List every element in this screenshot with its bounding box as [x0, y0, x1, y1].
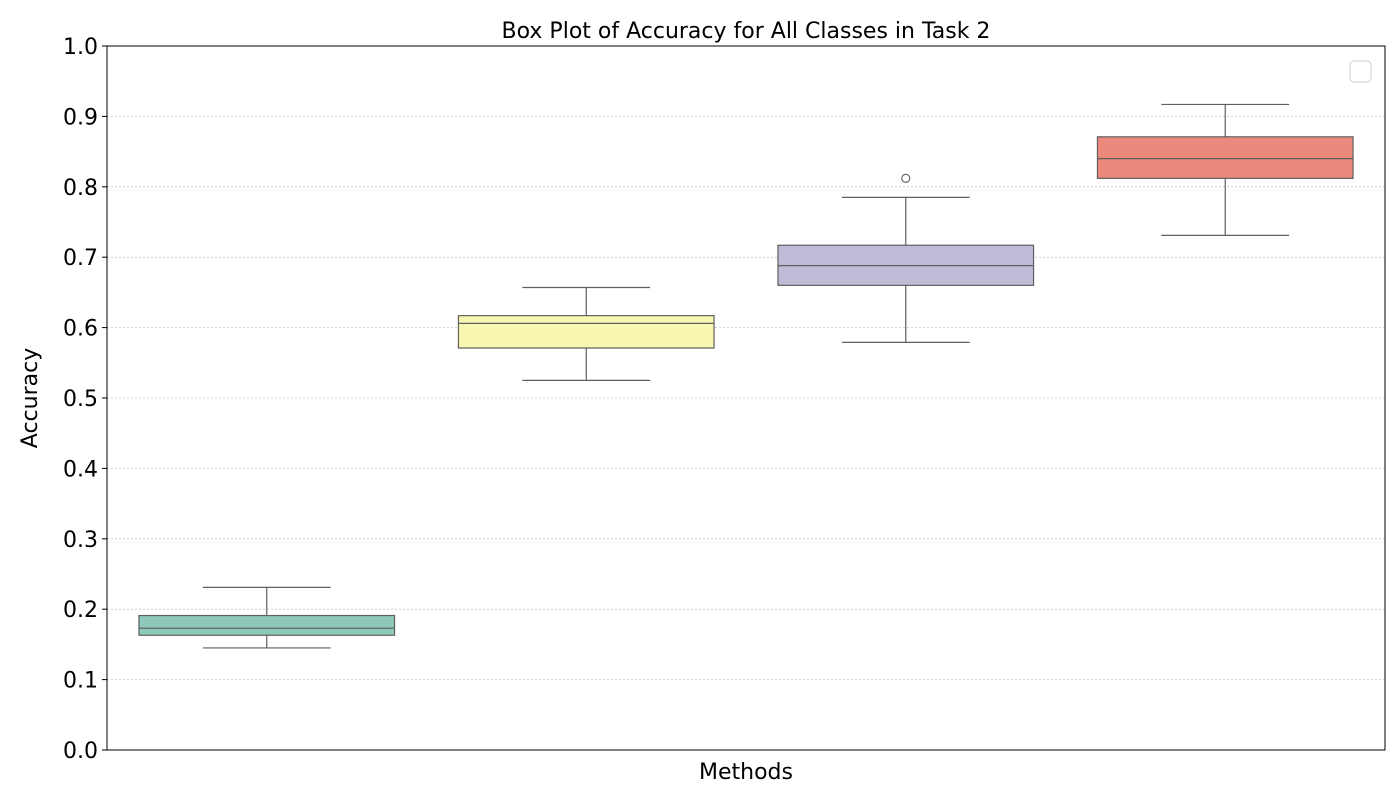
y-tick-label: 0.7 [63, 246, 98, 271]
box-iqr [1096, 136, 1354, 179]
legend-box [1349, 60, 1372, 83]
y-tick-label: 0.4 [63, 457, 98, 482]
y-tick-label: 0.8 [63, 176, 98, 201]
y-tick-label: 0.0 [63, 739, 98, 764]
gridlines [107, 116, 1385, 680]
y-tick-label: 0.1 [63, 669, 98, 694]
boxes [138, 103, 1354, 649]
box-group [457, 286, 715, 381]
y-tick-label: 0.9 [63, 105, 98, 130]
y-tick-label: 0.3 [63, 528, 98, 553]
x-axis-label: Methods [699, 760, 793, 785]
y-axis-label: Accuracy [18, 348, 43, 448]
y-tick-label: 0.5 [63, 387, 98, 412]
outlier-point [901, 173, 911, 183]
box-group [1096, 103, 1354, 236]
y-tick-label: 0.6 [63, 317, 98, 342]
y-tick-label: 1.0 [63, 35, 98, 60]
box-group [138, 586, 396, 649]
y-tick-label: 0.2 [63, 598, 98, 623]
chart-title: Box Plot of Accuracy for All Classes in … [502, 19, 991, 44]
y-axis-ticks: 0.0 0.1 0.2 0.3 0.4 0.5 0.6 0.7 0.8 0.9 1.0 [63, 35, 107, 764]
box-iqr [457, 315, 715, 349]
box-group [777, 173, 1035, 343]
box-iqr [138, 614, 396, 636]
